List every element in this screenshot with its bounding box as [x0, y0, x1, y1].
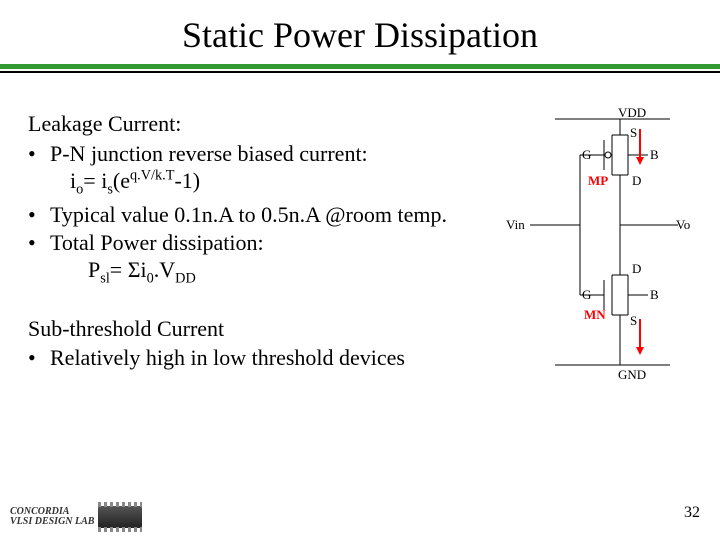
formula-io: io= is(eq.V/k.T-1) [70, 167, 498, 199]
label-mp: MP [588, 173, 608, 189]
diagram-svg [500, 105, 700, 395]
label-g-p: G [582, 147, 591, 163]
label-gnd: GND [618, 367, 646, 383]
bullet-total: • Total Power dissipation: [28, 229, 498, 257]
rule-black [0, 71, 720, 73]
label-s-p: S [630, 125, 637, 141]
logo-line2: VLSI DESIGN LAB [10, 517, 94, 527]
label-d-p: D [632, 173, 641, 189]
label-s-n: S [630, 313, 637, 329]
formula-psl: Psl= Σi0.VDD [88, 256, 498, 288]
body-text: Leakage Current: • P-N junction reverse … [28, 110, 498, 372]
bullet-subth: • Relatively high in low threshold devic… [28, 344, 498, 372]
bullet-total-text: Total Power dissipation: [50, 229, 264, 257]
cmos-inverter-diagram: VDD S G B MP D Vin Vo D G B MN S GND [500, 105, 700, 395]
bullet-pn: • P-N junction reverse biased current: [28, 140, 498, 168]
bullet-typical: • Typical value 0.1n.A to 0.5n.A @room t… [28, 201, 498, 229]
label-g-n: G [582, 287, 591, 303]
label-mn: MN [584, 307, 606, 323]
bullet-typical-text: Typical value 0.1n.A to 0.5n.A @room tem… [50, 201, 447, 229]
bullet-pn-text: P-N junction reverse biased current: [50, 140, 368, 168]
rule-green [0, 64, 720, 69]
chip-icon [98, 506, 142, 528]
label-b-n: B [650, 287, 659, 303]
label-vin: Vin [506, 217, 525, 233]
label-vdd: VDD [618, 105, 646, 121]
label-b-p: B [650, 147, 659, 163]
label-vo: Vo [676, 217, 690, 233]
subthreshold-heading: Sub-threshold Current [28, 315, 498, 343]
leakage-heading: Leakage Current: [28, 110, 498, 138]
page-number: 32 [684, 504, 700, 522]
title-block: Static Power Dissipation [0, 0, 720, 73]
bullet-subth-text: Relatively high in low threshold devices [50, 344, 405, 372]
page-title: Static Power Dissipation [0, 14, 720, 56]
footer-logo: CONCORDIA VLSI DESIGN LAB [10, 506, 142, 528]
label-d-n: D [632, 261, 641, 277]
